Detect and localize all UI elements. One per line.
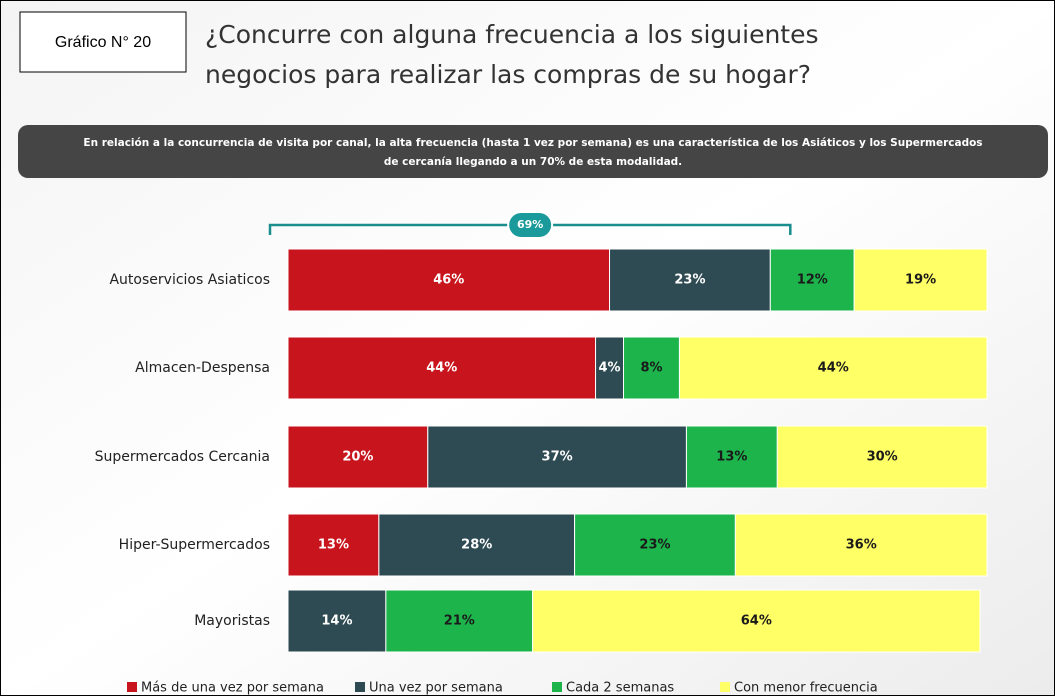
- bar-segment: [574, 513, 736, 577]
- bar-segment: [385, 589, 534, 653]
- legend-swatch: [720, 682, 730, 692]
- chart-title: ¿Concurre con alguna frecuencia a los si…: [205, 20, 819, 49]
- bar-segment: [776, 425, 988, 489]
- chart-title: negocios para realizar las compras de su…: [205, 60, 811, 89]
- data-label: 28%: [461, 538, 492, 553]
- bar-segment: [853, 248, 988, 312]
- bar-segment: [609, 248, 771, 312]
- data-label: 23%: [674, 273, 705, 288]
- label-box: [19, 11, 187, 73]
- data-label: 13%: [716, 450, 747, 465]
- data-label: 13%: [318, 538, 349, 553]
- data-label: 19%: [905, 273, 936, 288]
- category-label: Supermercados Cercania: [95, 449, 270, 465]
- bar-segment: [769, 248, 855, 312]
- chart-subtitle: En relación a la concurrencia de visita …: [83, 137, 982, 149]
- chart-subtitle: de cercanía llegando a un 70% de esta mo…: [384, 156, 682, 168]
- bar-segment: [287, 248, 611, 312]
- bar-segment: [678, 336, 988, 400]
- bar-segment: [685, 425, 778, 489]
- legend-swatch: [127, 682, 137, 692]
- legend-swatch: [552, 682, 562, 692]
- category-label: Autoservicios Asiaticos: [109, 272, 270, 288]
- data-label: 46%: [433, 273, 464, 288]
- category-label: Mayoristas: [194, 613, 270, 629]
- data-label: 23%: [639, 538, 670, 553]
- category-label: Hiper-Supermercados: [119, 537, 270, 553]
- bar-segment: [532, 589, 981, 653]
- subtitle-box: [18, 125, 1048, 178]
- annotation-badge: [507, 211, 554, 239]
- data-label: 21%: [444, 614, 475, 629]
- category-label: Almacen-Despensa: [135, 360, 270, 376]
- bar-segment: [427, 425, 687, 489]
- data-label: 8%: [640, 361, 662, 376]
- bar-segment: [734, 513, 988, 577]
- bar-segment: [287, 336, 597, 400]
- chart-label: Gráfico N° 20: [55, 34, 151, 51]
- data-label: 36%: [846, 538, 877, 553]
- legend-label: Una vez por semana: [369, 681, 503, 696]
- legend-label: Con menor frecuencia: [734, 681, 878, 696]
- annotation: 69%: [517, 218, 543, 231]
- data-label: 4%: [599, 361, 621, 376]
- data-label: 14%: [321, 614, 352, 629]
- data-label: 37%: [542, 450, 573, 465]
- data-label: 64%: [741, 614, 772, 629]
- bar-segment: [287, 589, 387, 653]
- bar-segment: [623, 336, 680, 400]
- data-label: 44%: [426, 361, 457, 376]
- data-label: 30%: [867, 450, 898, 465]
- bar-segment: [378, 513, 576, 577]
- legend-label: Cada 2 semanas: [566, 681, 674, 696]
- bar-segment: [595, 336, 625, 400]
- data-label: 20%: [342, 450, 373, 465]
- data-label: 12%: [797, 273, 828, 288]
- legend-swatch: [355, 682, 365, 692]
- legend-label: Más de una vez por semana: [141, 681, 324, 696]
- data-label: 44%: [818, 361, 849, 376]
